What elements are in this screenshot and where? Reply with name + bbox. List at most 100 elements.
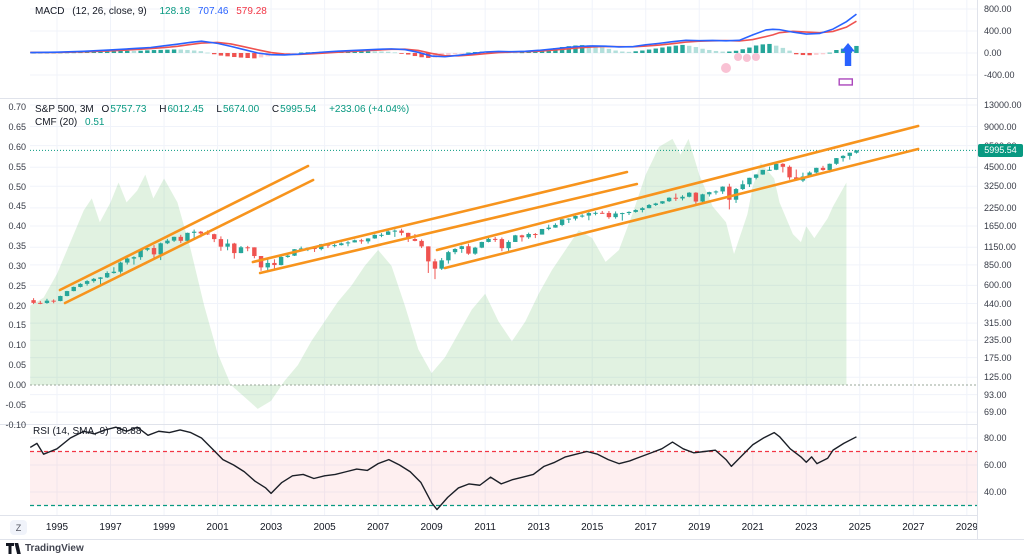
pink-circle-marker: [751, 53, 760, 62]
cmf-scale-label: 0.25: [8, 280, 26, 291]
cmf-scale-label: 0.40: [8, 221, 26, 232]
time-axis-label: 2025: [848, 522, 871, 533]
price-scale-label: 93.00: [984, 389, 1007, 400]
cmf-scale-label: 0.55: [8, 161, 26, 172]
symbol-name: S&P 500, 3M: [35, 104, 94, 115]
time-axis-label: 2013: [527, 522, 550, 533]
cmf-scale-label: 0.35: [8, 241, 26, 252]
price-scale-label: 235.00: [984, 335, 1012, 346]
price-scale-label: 4500.00: [984, 162, 1017, 173]
price-scale-label: 850.00: [984, 259, 1012, 270]
rsi-scale-label: 80.00: [984, 433, 1007, 443]
right-price-scale[interactable]: 800.00400.000.00-400.0013000.009000.0065…: [977, 0, 1024, 539]
symbol-legend: S&P 500, 3M O5757.73 H6012.45 L5674.00 C…: [35, 104, 414, 116]
low-value: 5674.00: [222, 104, 260, 115]
rsi-line: [30, 426, 857, 511]
price-scale-label: 175.00: [984, 352, 1012, 363]
price-scale-label: 3250.00: [984, 181, 1017, 192]
open-key: O: [101, 104, 110, 115]
current-price-badge: 5995.54: [978, 143, 1023, 157]
price-scale-label: 13000.00: [984, 100, 1022, 110]
time-axis-label: 2001: [206, 522, 229, 533]
cmf-scale-label: 0.70: [8, 102, 26, 113]
macd-legend-title: MACD: [35, 6, 65, 17]
cmf-value: 0.51: [85, 117, 105, 128]
bottom-toolbar: TradingView: [0, 539, 1024, 556]
purple-rect-marker: [838, 78, 854, 86]
price-scale-label: 440.00: [984, 298, 1012, 309]
price-scale-label: 125.00: [984, 372, 1012, 383]
tradingview-logo-text[interactable]: TradingView: [25, 542, 84, 554]
panel-divider-macd-main[interactable]: [0, 98, 1024, 99]
time-axis-label: 2019: [688, 522, 711, 533]
pink-circle-marker: [721, 63, 731, 74]
time-axis-label: 2017: [634, 522, 657, 533]
time-axis-label: 2023: [795, 522, 818, 533]
high-key: H: [159, 104, 167, 115]
rsi-legend: RSI (14, SMA, 9) 80.88: [33, 426, 146, 438]
open-value: 5757.73: [110, 104, 147, 115]
cmf-scale-label: 0.10: [8, 340, 26, 351]
cmf-scale-label: 0.05: [8, 360, 26, 371]
macd-line-value: 707.46: [197, 6, 229, 17]
macd-panel: [30, 13, 859, 86]
rsi-legend-title: RSI (14, SMA, 9): [33, 426, 109, 437]
trend-channel-lines: [58, 124, 920, 305]
zoom-reset-button[interactable]: Z: [10, 520, 27, 535]
cmf-scale-label: 0.15: [8, 320, 26, 331]
macd-scale-label: 400.00: [984, 26, 1012, 36]
macd-scale-label: 800.00: [984, 4, 1012, 14]
cmf-scale-label: 0.60: [8, 141, 26, 152]
time-axis-label: 2027: [902, 522, 925, 533]
change-value: +233.06 (+4.04%): [329, 104, 410, 115]
price-scale-label: 69.00: [984, 407, 1007, 418]
price-scale-label: 1650.00: [984, 221, 1017, 232]
close-key: C: [271, 104, 280, 115]
time-scale[interactable]: Z A 199519971999200120032005200720092011…: [0, 515, 1024, 539]
time-axis-label: 1999: [152, 522, 176, 533]
cmf-scale-label: 0.30: [8, 260, 26, 271]
macd-legend-params: (12, 26, close, 9): [72, 6, 147, 17]
time-axis-label: 1997: [99, 522, 122, 533]
cmf-area: [30, 138, 847, 409]
tradingview-logo-icon[interactable]: [6, 542, 21, 554]
close-value: 5995.54: [280, 104, 317, 115]
macd-line: [30, 13, 857, 58]
price-scale-label: 2250.00: [984, 202, 1017, 213]
macd-legend: MACD (12, 26, close, 9) 128.18 707.46 57…: [35, 6, 272, 18]
macd-histogram-value: 128.18: [159, 6, 191, 17]
rsi-band-fill: [30, 451, 977, 506]
macd-scale-label: -400.00: [984, 70, 1015, 80]
time-axis-label: 2029: [955, 522, 978, 533]
time-axis-label: 1995: [45, 522, 69, 533]
time-axis-label: 2011: [474, 522, 496, 533]
panel-divider-main-rsi[interactable]: [0, 424, 1024, 425]
time-axis-label: 2021: [741, 522, 764, 533]
rsi-panel: [30, 426, 977, 511]
rsi-scale-label: 60.00: [984, 460, 1007, 470]
cmf-scale-label: 0.65: [8, 121, 26, 132]
time-axis-label: 2003: [259, 522, 283, 533]
main-panel: [30, 124, 977, 409]
price-scale-label: 1150.00: [984, 242, 1016, 253]
rsi-scale-label: 40.00: [984, 487, 1007, 497]
time-axis-label: 2015: [581, 522, 604, 533]
left-indicator-scale[interactable]: 0.70 0.65 0.60 0.55 0.50 0.45 0.40 0.35 0.30 0.25…: [0, 0, 29, 515]
cmf-scale-label: -0.10: [5, 419, 26, 430]
pink-circle-marker: [742, 54, 751, 63]
low-key: L: [216, 104, 222, 115]
cmf-scale-label: 0.00: [8, 380, 26, 390]
cmf-legend: CMF (20) 0.51: [35, 117, 109, 129]
cmf-scale-label: 0.20: [8, 300, 26, 311]
time-axis-label: 2007: [366, 522, 390, 533]
blue-arrow-up-marker: [841, 43, 856, 67]
rsi-value: 80.88: [116, 426, 142, 437]
pink-circle-marker: [734, 53, 743, 62]
cmf-scale-label: 0.50: [8, 181, 26, 192]
macd-scale-label: 0.00: [984, 48, 1002, 58]
price-scale-label: 9000.00: [984, 121, 1017, 132]
macd-markers: [721, 43, 856, 86]
cmf-scale-label: 0.45: [8, 201, 26, 212]
